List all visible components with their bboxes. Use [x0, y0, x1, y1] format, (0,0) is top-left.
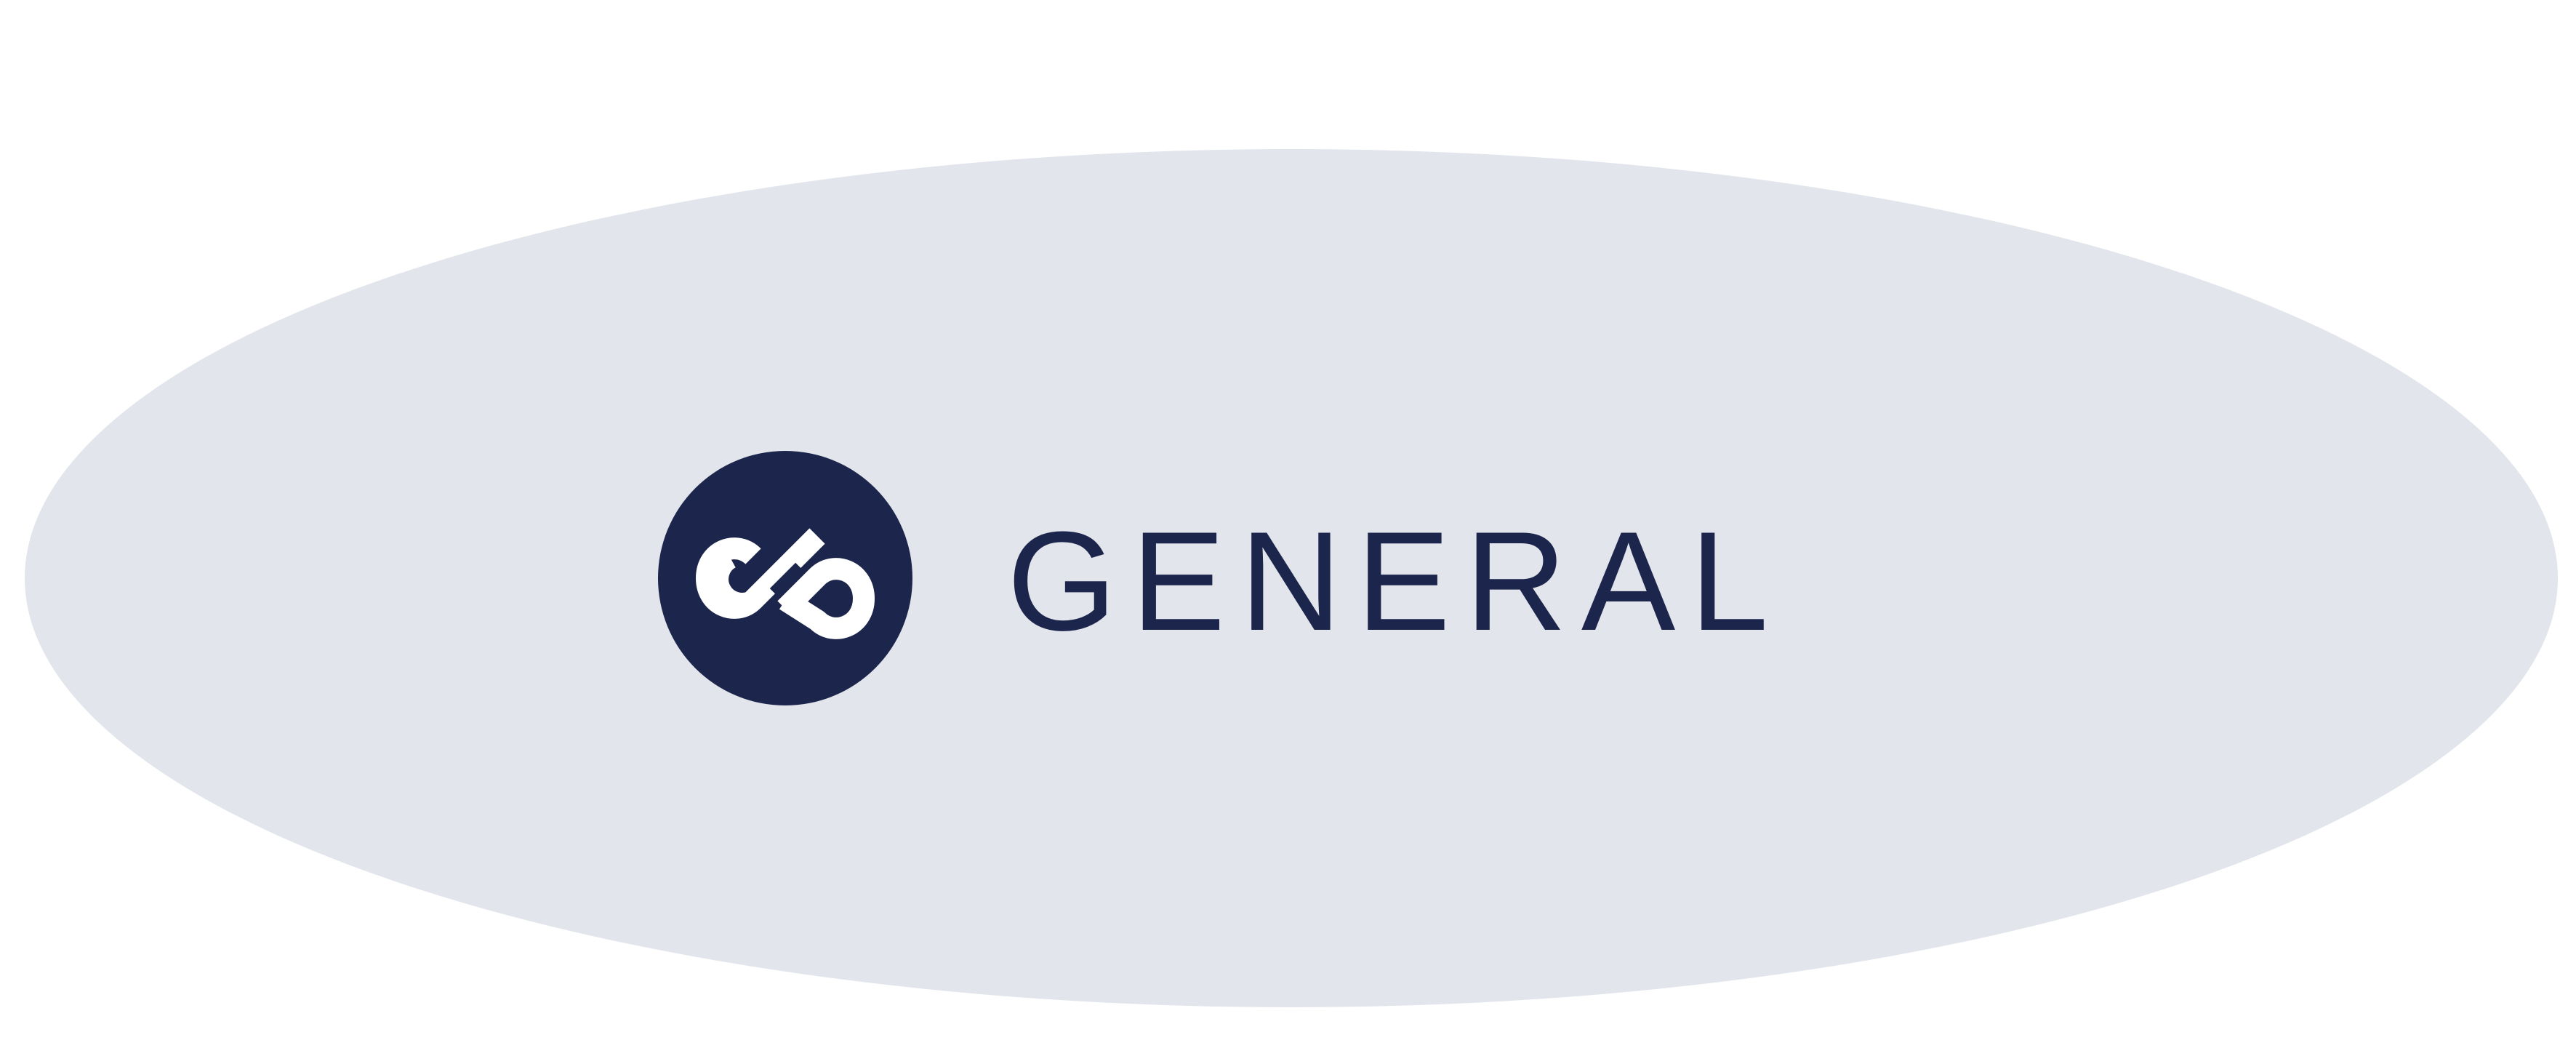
brand-logo-mark — [658, 451, 912, 705]
brand-name: GENERAL — [1007, 503, 1783, 660]
infinity-icon — [658, 451, 912, 705]
background-ellipse — [25, 149, 2558, 1007]
